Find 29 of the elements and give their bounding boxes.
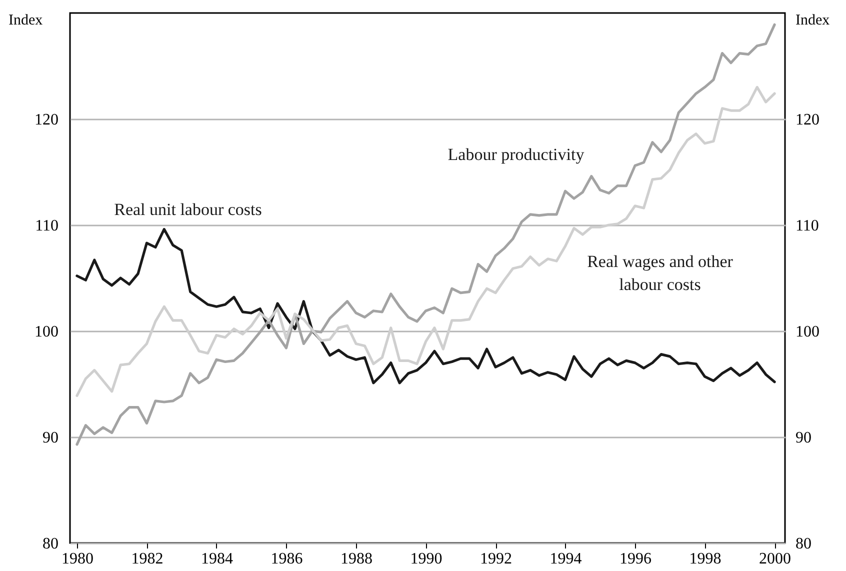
y-tick-label: 110 xyxy=(35,218,58,234)
y2-tick-label: 90 xyxy=(796,430,812,446)
x-tick-label: 1982 xyxy=(131,550,164,568)
series-label: Real wages and other labour costs xyxy=(587,252,734,294)
series-label: Labour productivity xyxy=(448,145,585,164)
x-tick-label: 1990 xyxy=(410,550,442,568)
line-series xyxy=(76,86,776,397)
line-series xyxy=(76,23,776,446)
y2-tick-label: 110 xyxy=(796,218,819,234)
x-tick-label: 1984 xyxy=(200,550,233,568)
y2-tick-label: 100 xyxy=(796,324,820,340)
x-tick-label: 1980 xyxy=(61,550,94,568)
y-axis-title: Index xyxy=(8,12,44,28)
x-tick-label: 1988 xyxy=(340,550,372,568)
line-series xyxy=(76,228,776,384)
x-tick-label: 1994 xyxy=(550,550,582,568)
y2-tick-label: 80 xyxy=(796,536,812,552)
y2-tick-label: 120 xyxy=(796,112,820,128)
y-tick-label: 80 xyxy=(42,536,58,552)
series-label: Real unit labour costs xyxy=(114,200,262,219)
x-tick-label: 1986 xyxy=(270,550,303,568)
y-tick-label: 120 xyxy=(34,112,58,128)
y2-axis-title: Index xyxy=(796,12,830,28)
x-tick-label: 1992 xyxy=(480,550,512,568)
y-tick-label: 90 xyxy=(42,430,58,446)
y-tick-label: 100 xyxy=(34,324,58,340)
x-tick-label: 1998 xyxy=(689,550,722,568)
x-tick-label: 1996 xyxy=(620,550,652,568)
x-tick-label: 2000 xyxy=(759,550,792,568)
